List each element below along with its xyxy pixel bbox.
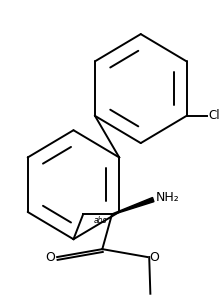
Text: O: O	[45, 251, 55, 263]
Polygon shape	[112, 197, 154, 215]
Text: abs: abs	[94, 216, 108, 224]
Text: NH₂: NH₂	[155, 191, 179, 204]
Text: O: O	[150, 251, 159, 263]
Text: Cl: Cl	[209, 109, 220, 122]
